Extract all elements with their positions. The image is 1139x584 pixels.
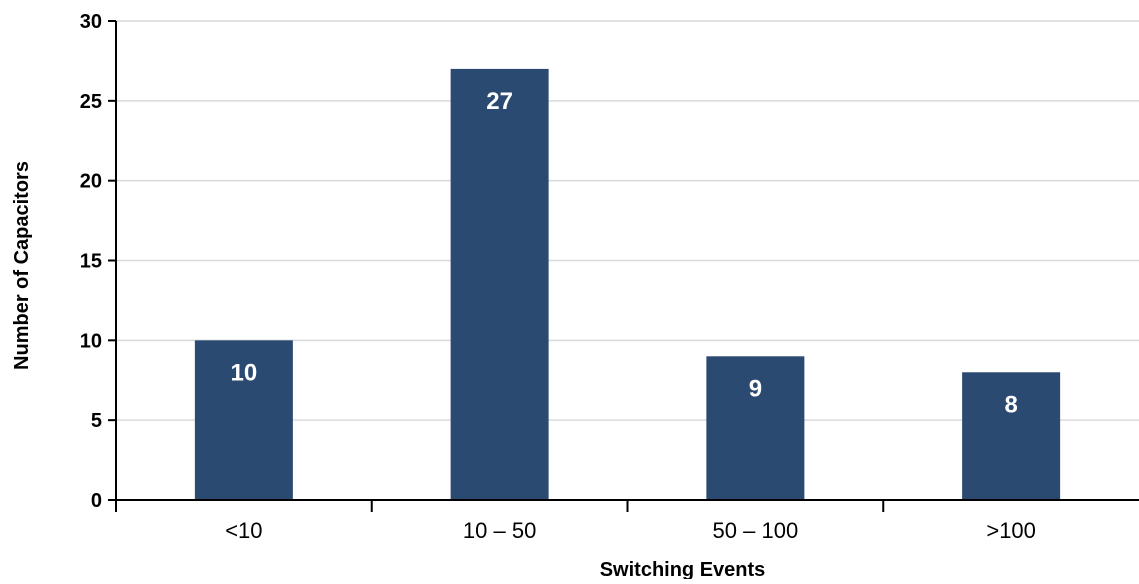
y-tick-label: 20: [80, 171, 102, 193]
bar-data-label: 27: [486, 88, 513, 115]
y-tick-label: 30: [80, 11, 102, 33]
x-axis-title: Switching Events: [600, 559, 766, 579]
y-axis-title: Number of Capacitors: [11, 161, 33, 370]
bar-data-label: 9: [749, 375, 762, 402]
bar-data-label: 8: [1004, 391, 1017, 418]
axes: [108, 20, 1139, 512]
y-tick-label: 15: [80, 251, 102, 273]
bar: [450, 68, 549, 501]
x-tick-label: >100: [986, 518, 1036, 543]
x-tick-label: <10: [225, 518, 262, 543]
y-tick-label: 10: [80, 330, 102, 352]
y-tick-label: 5: [91, 410, 102, 432]
y-tick-label: 25: [80, 91, 102, 113]
bars: [194, 68, 1061, 501]
bar: [706, 356, 805, 500]
x-tick-label: 10 – 50: [463, 518, 536, 543]
y-tick-label: 0: [91, 490, 102, 512]
x-tick-label: 50 – 100: [713, 518, 799, 543]
labels: 0 5 10 15 20 25 30 10 <10 27 10 – 50 9 50 – 100 8 >100: [80, 11, 1036, 543]
bar-data-label: 10: [231, 359, 258, 386]
bar: [194, 340, 293, 500]
bar: [962, 372, 1061, 500]
